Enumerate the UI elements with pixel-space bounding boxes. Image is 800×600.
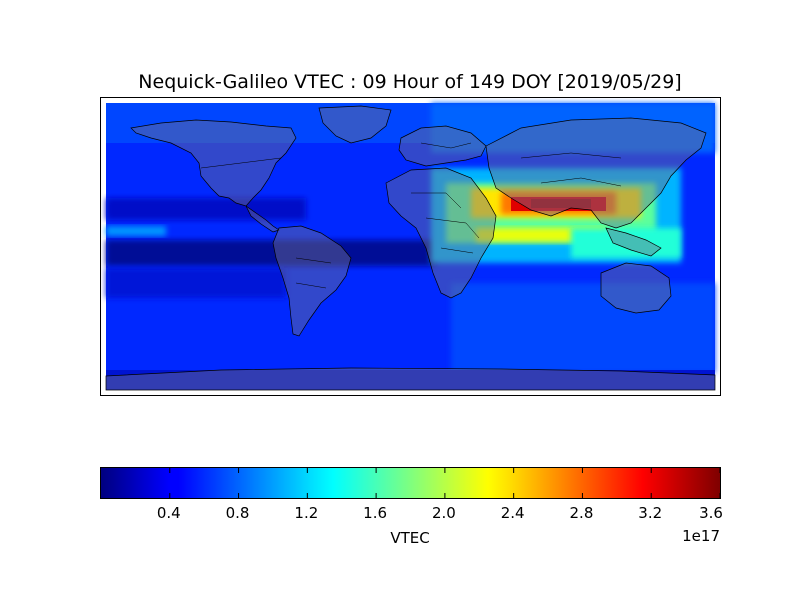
chart-title: Nequick-Galileo VTEC : 09 Hour of 149 DO… bbox=[138, 71, 682, 93]
land-north-america bbox=[130, 119, 297, 207]
land-southeast-asia bbox=[605, 227, 662, 257]
border-sa-2 bbox=[295, 282, 327, 289]
land-australia bbox=[600, 262, 672, 314]
field-dark-band-3 bbox=[106, 268, 286, 298]
colorbar-exponent: 1e17 bbox=[682, 527, 720, 545]
field-pacific-streak bbox=[106, 226, 166, 236]
colorbar-ticks bbox=[169, 468, 720, 498]
border-sa-1 bbox=[295, 257, 332, 264]
map-frame bbox=[100, 97, 721, 396]
border-asia-2 bbox=[540, 177, 622, 187]
field-north-asia bbox=[431, 103, 715, 153]
colorbar-tick-label: 2.0 bbox=[431, 504, 456, 522]
vtec-map bbox=[105, 103, 716, 391]
land-europe bbox=[398, 125, 487, 167]
field-south-band bbox=[451, 283, 715, 373]
land-central-america bbox=[245, 205, 280, 233]
colorbar-tick-label: 0.8 bbox=[225, 504, 250, 522]
land-south-america bbox=[272, 225, 352, 337]
colorbar-tick-label: 3.2 bbox=[638, 504, 663, 522]
colorbar-tick-label: 2.4 bbox=[500, 504, 525, 522]
border-africa-2 bbox=[425, 217, 480, 239]
field-dark-band-2 bbox=[106, 240, 436, 266]
colorbar-tick-label: 1.2 bbox=[294, 504, 319, 522]
border-africa-3 bbox=[440, 247, 474, 254]
field-south-pole bbox=[106, 370, 715, 390]
country-borders bbox=[200, 142, 622, 289]
land-antarctica bbox=[105, 367, 716, 391]
border-africa-1 bbox=[411, 192, 462, 209]
land-asia bbox=[485, 117, 707, 229]
border-asia-1 bbox=[520, 152, 622, 159]
colorbar-tick-label: 1.6 bbox=[363, 504, 388, 522]
colorbar bbox=[100, 467, 721, 499]
border-na-1 bbox=[200, 157, 282, 169]
field-max-darkred bbox=[531, 199, 591, 208]
colorbar-label: VTEC bbox=[390, 529, 430, 547]
land-greenland bbox=[318, 105, 392, 144]
border-europe-1 bbox=[420, 142, 472, 149]
colorbar-tick-label: 0.4 bbox=[156, 504, 181, 522]
colorbar-tick-label: 3.6 bbox=[699, 504, 723, 522]
colorbar-gradient bbox=[101, 468, 720, 498]
colorbar-tick-label: 2.8 bbox=[569, 504, 594, 522]
colorbar-fill bbox=[101, 468, 720, 498]
field-dark-band-1 bbox=[106, 198, 306, 220]
land-africa bbox=[385, 167, 497, 299]
land-overlay bbox=[105, 105, 716, 391]
vtec-heat-field bbox=[106, 103, 715, 390]
